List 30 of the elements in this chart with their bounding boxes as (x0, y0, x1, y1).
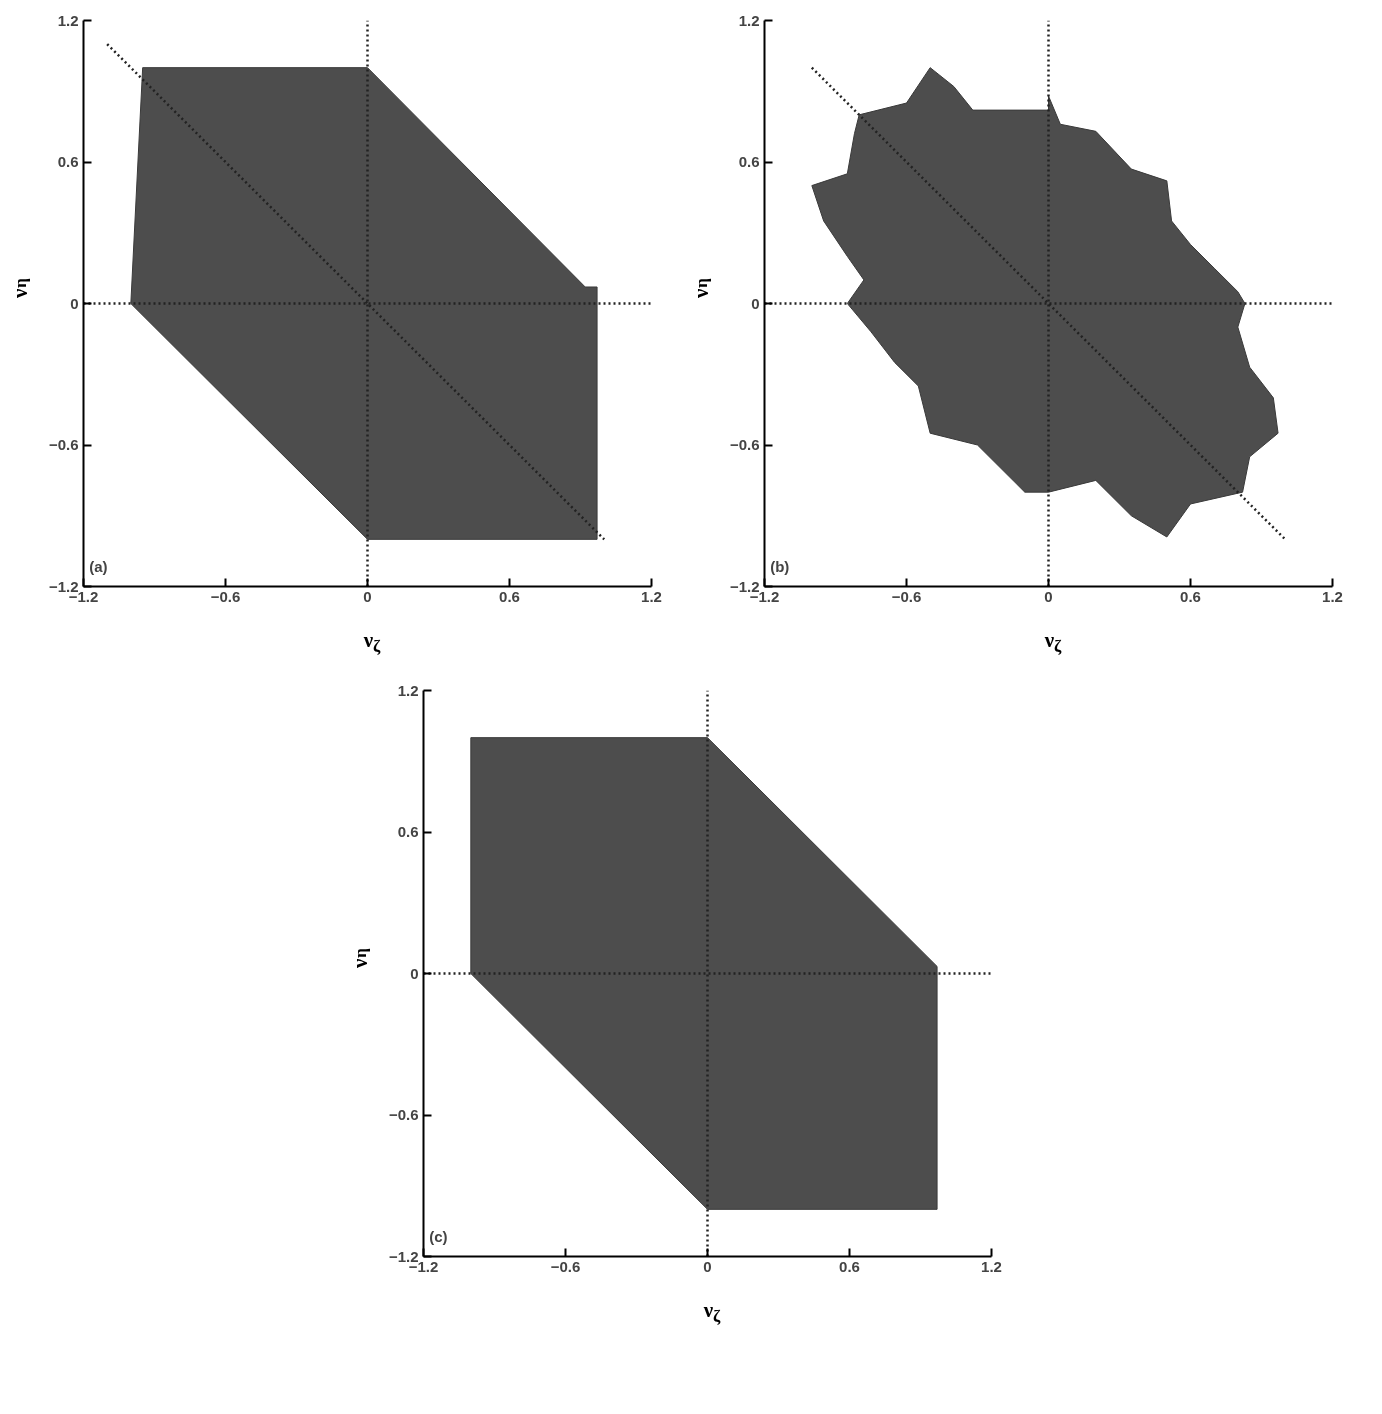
y-tick-label: 0.6 (738, 153, 760, 170)
x-tick-label: 1.2 (981, 1257, 1002, 1275)
y-tick-label: 0 (410, 964, 419, 982)
y-tick-label: 1.2 (57, 11, 79, 29)
annotation: (b) (770, 558, 790, 576)
x-tick-label: 1.2 (641, 587, 662, 605)
annotation: (a) (89, 558, 108, 576)
x-tick-label: 0 (363, 587, 372, 605)
x-axis-title: ν$_{ζ}$ (1043, 627, 1063, 659)
x-tick-label: −0.6 (210, 587, 241, 605)
y-tick-label: 1.2 (397, 681, 419, 699)
x-tick-label: 1.2 (1322, 587, 1343, 605)
y-tick-label: −0.6 (729, 436, 760, 453)
x-axis-title: ν$_{ζ}$ (362, 627, 382, 659)
x-axis-title: ν$_{ζ}$ (702, 1297, 722, 1329)
y-tick-label: −0.6 (48, 436, 79, 453)
x-tick-label: 0.6 (499, 587, 520, 605)
x-tick-label: −0.6 (891, 587, 922, 605)
x-tick-label: 0 (703, 1257, 712, 1275)
y-tick-label: −0.6 (388, 1106, 419, 1123)
annotation: (c) (429, 1228, 448, 1246)
y-tick-label: 0.6 (57, 153, 79, 170)
x-tick-label: −0.6 (550, 1257, 581, 1275)
y-tick-label: 0 (751, 294, 760, 312)
x-tick-label: 0.6 (1180, 587, 1201, 605)
y-tick-label: 0.6 (397, 823, 419, 840)
y-tick-label: 1.2 (738, 11, 760, 29)
x-tick-label: 0.6 (839, 1257, 860, 1275)
y-tick-label: 0 (70, 294, 79, 312)
x-tick-label: 0 (1044, 587, 1053, 605)
